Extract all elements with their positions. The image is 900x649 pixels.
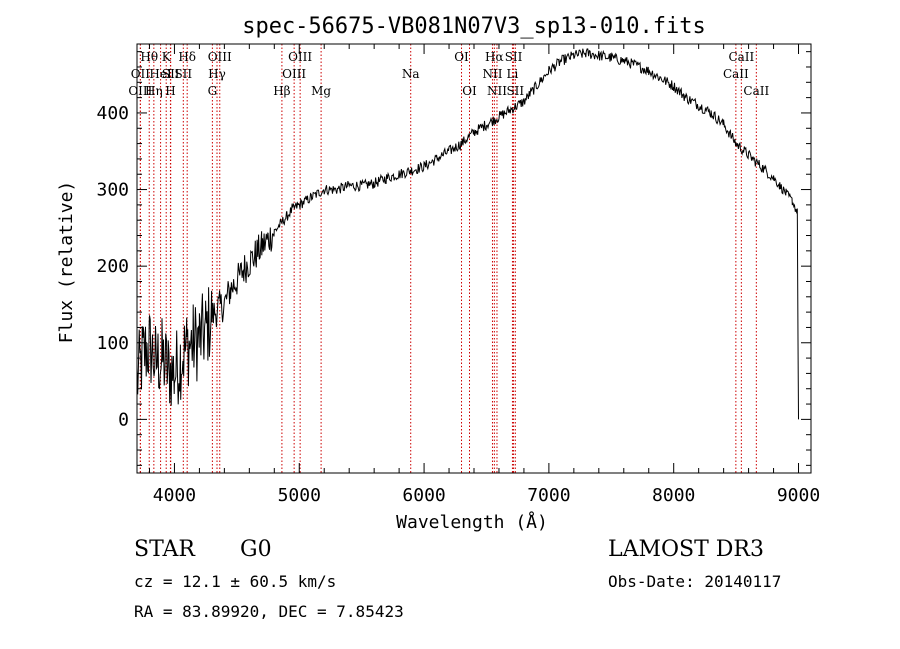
y-tick-label-400: 400 xyxy=(96,103,129,124)
line-label-8: Hδ xyxy=(178,50,196,64)
line-label-25: SII xyxy=(506,84,524,98)
x-tick-label-4000: 4000 xyxy=(153,485,196,506)
line-label-0: OII xyxy=(131,67,151,81)
redshift-readout: cz = 12.1 ± 60.5 km/s xyxy=(134,572,337,591)
line-label-12: G xyxy=(208,84,218,98)
x-tick-label-7000: 7000 xyxy=(527,485,570,506)
line-label-19: OI xyxy=(462,84,477,98)
line-label-16: Mg xyxy=(311,84,331,98)
line-label-7: H xyxy=(165,84,175,98)
plot-frame xyxy=(136,43,812,474)
y-tick-label-0: 0 xyxy=(118,409,129,430)
line-label-5: K xyxy=(162,50,172,64)
line-label-6: SII xyxy=(162,67,180,81)
x-tick-label-6000: 6000 xyxy=(402,485,445,506)
x-axis-ticks: 4000 5000 6000 7000 8000 9000 xyxy=(148,44,820,506)
line-label-23: SII xyxy=(505,50,523,64)
line-label-2: Hθ xyxy=(140,50,158,64)
spectrum-series-line xyxy=(136,48,799,420)
spectral-line-markers xyxy=(139,44,757,473)
subclass-label: G0 xyxy=(240,537,272,562)
line-label-17: Na xyxy=(402,67,420,81)
line-label-9: SII xyxy=(174,67,192,81)
y-tick-label-300: 300 xyxy=(96,180,129,201)
line-label-3: Hη xyxy=(145,84,163,98)
line-label-11: Hγ xyxy=(208,67,226,81)
line-label-24: Li xyxy=(507,67,519,81)
line-label-15: OIII xyxy=(282,67,306,81)
line-label-18: OI xyxy=(454,50,469,64)
y-tick-label-100: 100 xyxy=(96,333,129,354)
x-tick-label-8000: 8000 xyxy=(652,485,695,506)
x-tick-label-9000: 9000 xyxy=(777,485,820,506)
line-label-22: NII xyxy=(487,84,507,98)
coordinates-readout: RA = 83.89920, DEC = 7.85423 xyxy=(134,602,404,621)
line-label-1: OIII xyxy=(128,84,152,98)
line-label-26: CaII xyxy=(728,50,754,64)
class-label: STAR xyxy=(134,537,195,562)
y-tick-label-200: 200 xyxy=(96,256,129,277)
obs-date-readout: Obs-Date: 20140117 xyxy=(608,572,782,591)
x-axis-label: Wavelength (Å) xyxy=(396,511,548,533)
line-label-27: CaII xyxy=(723,67,749,81)
line-label-20: Hα xyxy=(485,50,504,64)
line-label-10: OIII xyxy=(208,50,232,64)
survey-label: LAMOST DR3 xyxy=(608,537,764,562)
chart-title: spec-56675-VB081N07V3_sp13-010.fits xyxy=(242,14,706,39)
y-axis-label: Flux (relative) xyxy=(56,181,77,344)
line-label-4: HeI xyxy=(149,67,172,81)
line-label-13: Hβ xyxy=(273,84,290,98)
line-label-28: CaII xyxy=(743,84,769,98)
x-tick-label-5000: 5000 xyxy=(278,485,321,506)
line-label-14: OIII xyxy=(288,50,312,64)
y-axis-ticks: 0 100 200 300 400 xyxy=(96,51,811,466)
line-label-21: NII xyxy=(482,67,502,81)
